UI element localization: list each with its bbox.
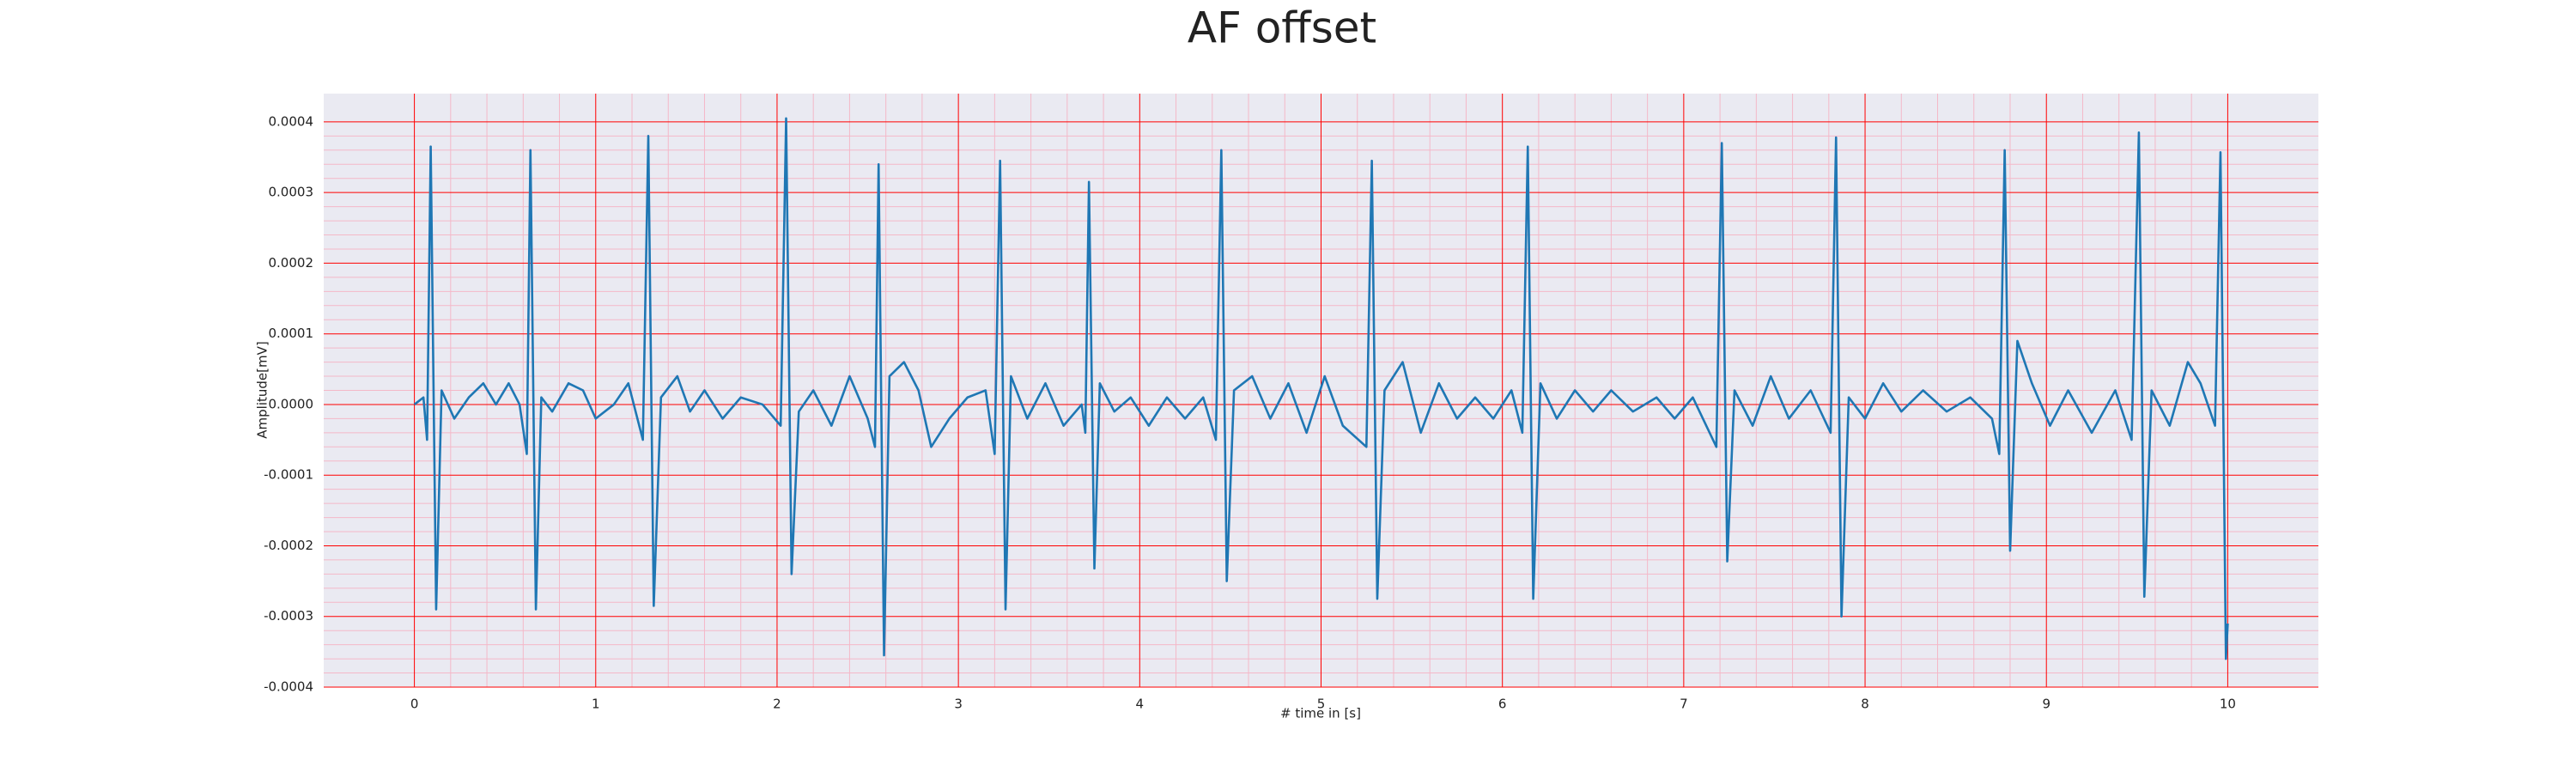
y-tick-label: 0.0000 [269,396,314,411]
x-tick-label: 10 [2220,697,2236,712]
y-tick-label: 0.0002 [269,255,314,271]
y-tick-label: -0.0002 [264,538,313,553]
y-tick-label: -0.0004 [264,679,313,695]
x-tick-label: 0 [410,697,419,712]
x-tick-label: 1 [592,697,600,712]
y-tick-label: -0.0003 [264,608,313,624]
x-tick-label: 8 [1861,697,1869,712]
chart-title: AF offset [1188,3,1376,53]
y-tick-label: 0.0001 [269,326,314,341]
x-tick-label: 5 [1317,697,1326,712]
x-tick-label: 6 [1498,697,1507,712]
x-tick-label: 4 [1136,697,1145,712]
x-tick-label: 9 [2042,697,2050,712]
x-tick-label: 7 [1680,697,1688,712]
y-tick-label: 0.0004 [269,113,314,129]
y-tick-label: -0.0001 [264,467,313,483]
signal-line [413,117,2229,660]
y-tick-label: 0.0003 [269,185,314,200]
x-tick-label: 2 [773,697,781,712]
x-tick-label: 3 [954,697,963,712]
x-axis-label: # time in [s] [1280,706,1361,721]
y-axis-label: Amplitude[mV] [255,341,270,438]
